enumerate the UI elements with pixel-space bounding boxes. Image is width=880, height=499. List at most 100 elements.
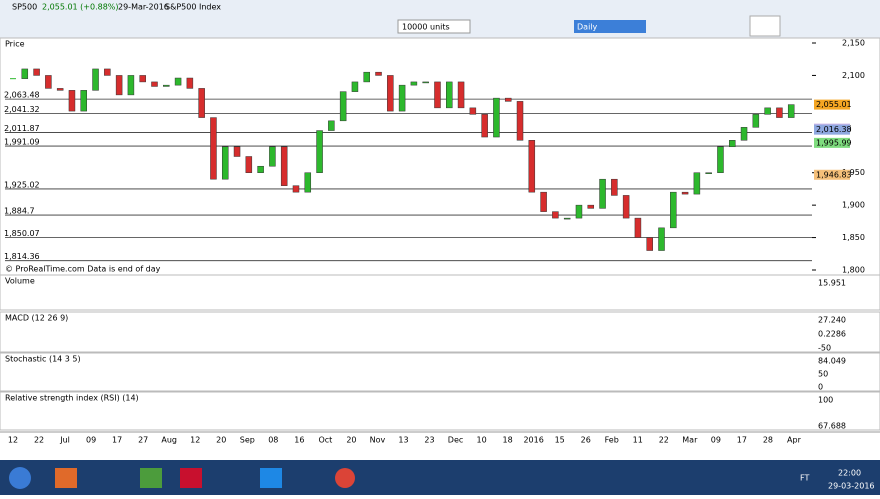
y-tick-label: 1,900 [842, 201, 865, 210]
app-icon[interactable] [180, 468, 202, 488]
candle [658, 227, 665, 251]
quote: 2,055.01 (+0.88%) [42, 3, 119, 12]
x-tick-label: Sep [240, 436, 255, 445]
chart-icon[interactable] [749, 15, 781, 37]
candle [375, 71, 382, 76]
x-tick-label: 2016 [523, 436, 543, 445]
app-icon[interactable] [260, 468, 282, 488]
language: FT [800, 474, 809, 483]
x-tick-label: 18 [503, 436, 513, 445]
candle [280, 146, 288, 186]
candle [257, 165, 264, 173]
start-button[interactable] [9, 467, 31, 489]
x-tick-label: 17 [737, 436, 747, 445]
credit: © ProRealTime.com Data is end of day [5, 265, 161, 274]
candle [186, 77, 194, 89]
candle [363, 71, 370, 83]
panel-tick-label: 84.049 [818, 357, 846, 366]
candle [198, 88, 205, 118]
date: 29-Mar-2016 [118, 3, 169, 12]
candle [764, 107, 771, 115]
candle [599, 178, 606, 209]
candle [717, 146, 724, 173]
x-tick-label: Aug [161, 436, 177, 445]
candle [92, 68, 99, 91]
level-label: 2,011.87 [4, 124, 40, 133]
candle [481, 114, 488, 138]
price-marker [814, 137, 850, 148]
level-label: 1,884.7 [4, 207, 35, 216]
candle [233, 146, 241, 157]
panel-label: Volume [5, 277, 35, 286]
candle [693, 172, 701, 195]
candle [434, 81, 441, 109]
candle [563, 217, 571, 220]
app-icon[interactable] [55, 468, 77, 488]
x-tick-label: Apr [787, 436, 802, 445]
units-box[interactable] [397, 19, 471, 34]
symbol[interactable]: SP500 [12, 3, 37, 12]
x-tick-label: Feb [605, 436, 619, 445]
candle [681, 191, 689, 195]
y-tick-label: 1,800 [842, 266, 865, 275]
app-icon[interactable] [140, 468, 162, 488]
candle [752, 114, 760, 128]
x-tick-label: 15 [555, 436, 565, 445]
candle [127, 75, 135, 96]
x-tick-label: 09 [711, 436, 721, 445]
period-box[interactable] [574, 20, 646, 33]
x-tick-label: 22 [659, 436, 669, 445]
x-tick-label: 12 [8, 436, 18, 445]
candle [210, 117, 217, 180]
candle [387, 75, 394, 112]
candle [729, 140, 736, 148]
x-tick-label: Oct [318, 436, 332, 445]
candle [611, 178, 618, 196]
candle [705, 172, 712, 174]
indicator-panel [0, 311, 880, 353]
panel-label: MACD (12 26 9) [5, 314, 68, 323]
candle [622, 195, 630, 219]
x-tick-label: 28 [763, 436, 773, 445]
level-label: 2,063.48 [4, 91, 40, 100]
level-label: 1,991.09 [4, 138, 40, 147]
x-tick-label: 13 [398, 436, 408, 445]
candle [540, 191, 547, 212]
app-icon[interactable] [335, 468, 355, 488]
x-tick-label: Dec [448, 436, 463, 445]
candle [269, 146, 276, 167]
y-tick-label: 1,850 [842, 233, 865, 242]
candle [139, 75, 146, 83]
candle [56, 88, 64, 91]
candle [351, 81, 359, 92]
level-label: 1,814.36 [4, 252, 40, 261]
y-tick-label: 2,150 [842, 39, 865, 48]
candle [174, 77, 182, 86]
clock-date: 29-03-2016 [828, 482, 875, 491]
candle [80, 90, 87, 112]
x-tick-label: 17 [112, 436, 122, 445]
x-tick-label: 08 [268, 436, 278, 445]
panel-tick-label: -50 [818, 344, 831, 353]
indicator-panel [0, 274, 880, 311]
panel-tick-label: 50 [818, 370, 828, 379]
panel-tick-label: 15.951 [818, 279, 846, 288]
x-tick-label: Jul [59, 436, 70, 445]
candle [115, 75, 123, 96]
candle [457, 81, 465, 109]
price-marker [814, 124, 850, 135]
candle [339, 91, 347, 122]
candle [575, 204, 583, 219]
clock: 22:00 [838, 469, 861, 478]
panel-tick-label: 0 [818, 383, 823, 392]
panel-label: Stochastic (14 3 5) [5, 355, 81, 364]
price-panel [0, 37, 880, 276]
x-tick-label: 27 [138, 436, 148, 445]
candle [104, 68, 111, 76]
candle [776, 107, 783, 118]
candle [493, 97, 500, 138]
x-tick-label: 22 [34, 436, 44, 445]
units: 10000 units [402, 23, 450, 32]
candle [410, 81, 418, 86]
candle [422, 81, 429, 84]
